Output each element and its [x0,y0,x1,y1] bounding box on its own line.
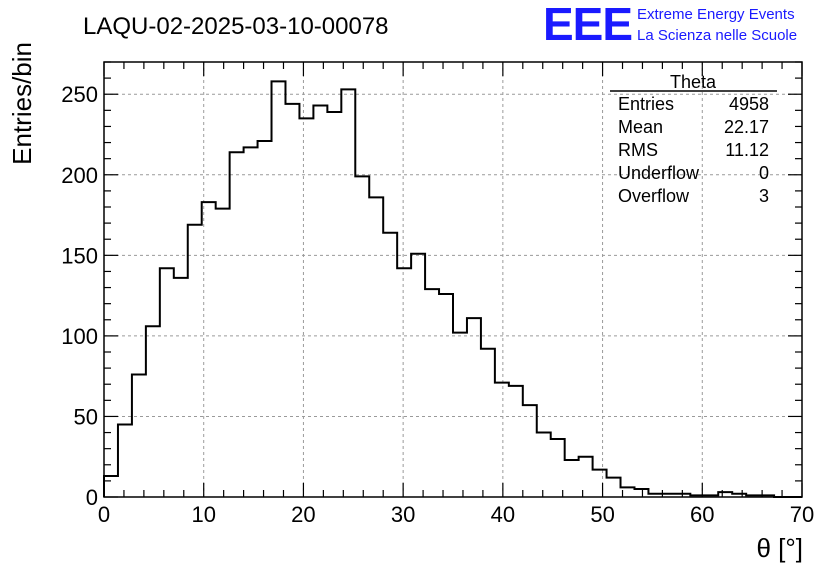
histogram-bin [425,289,439,497]
y-tick-label: 200 [61,163,98,188]
histogram-bin [397,268,411,497]
y-tick-label: 100 [61,324,98,349]
histogram-bin [467,318,481,497]
stats-box: Theta Entries 4958 Mean 22.17 RMS 11.12 Underf… [610,72,777,206]
x-tick-label: 60 [690,502,714,527]
stats-row-label: Mean [618,117,663,137]
stats-row-value: 0 [759,163,769,183]
y-tick-label: 150 [61,243,98,268]
histogram-bin [313,106,327,498]
stats-row-label: RMS [618,140,658,160]
histogram-bin [244,147,258,497]
y-tick-label: 0 [86,485,98,510]
histogram-bin [634,489,648,497]
histogram-bin [132,375,146,497]
histogram-bin [565,460,579,497]
stats-row-value: 3 [759,186,769,206]
chart-title: LAQU-02-2025-03-10-00078 [83,13,389,40]
histogram-bin [272,81,286,497]
stats-row-value: 4958 [729,94,769,114]
histogram-bin [174,278,188,497]
y-tick-label: 250 [61,82,98,107]
stats-row-value: 22.17 [724,117,769,137]
x-tick-label: 50 [590,502,614,527]
grid-lines [104,62,802,497]
histogram-bin [481,349,495,497]
eee-logo-line2: La Scienza nelle Scuole [637,27,797,44]
histogram-bin [383,233,397,497]
histogram-bin [285,104,299,497]
eee-logo-mark: EEE [543,0,632,50]
x-tick-label: 10 [191,502,215,527]
histogram-bin [258,141,272,497]
histogram-bin [593,470,607,497]
histogram-bin [607,478,621,497]
x-tick-label: 0 [98,502,110,527]
plot-area-border [103,61,803,498]
histogram-bin [411,254,425,497]
stats-row-value: 11.12 [725,140,769,160]
histogram-bin [355,176,369,497]
histogram-bin [202,202,216,497]
x-tick-label: 70 [790,502,814,527]
histogram-bin [537,433,551,497]
stats-rows: Entries 4958 Mean 22.17 RMS 11.12 Underflow 0 Ov… [618,94,769,206]
histogram-bin [369,197,383,497]
plot-frame [103,61,803,498]
x-tick-label: 30 [391,502,415,527]
x-tick-label: 40 [491,502,515,527]
histogram-bin [551,439,565,497]
stats-row-label: Underflow [618,163,700,183]
x-tick-label: 20 [291,502,315,527]
histogram-bin [160,268,174,497]
histogram-bin [453,333,467,497]
histogram-bin [118,425,132,498]
histogram-bin [216,209,230,497]
eee-logo-line1: Extreme Energy Events [637,6,795,23]
stats-box-title: Theta [670,72,717,92]
axis-ticks [103,61,803,498]
stats-row-label: Overflow [618,186,690,206]
x-axis-title: θ [°] [756,533,803,563]
histogram-bin [579,457,593,497]
histogram-bin [523,405,537,497]
histogram-bin [299,118,313,497]
y-axis-title: Entries/bin [7,42,37,165]
histogram-bin [188,225,202,497]
histogram-bin [341,89,355,497]
eee-logo: EEE Extreme Energy Events La Scienza nel… [543,0,797,50]
histogram-bin [146,326,160,497]
histogram-bin [327,112,341,497]
stats-row-label: Entries [618,94,674,114]
y-tick-label: 50 [74,404,98,429]
histogram-outline [103,80,802,498]
histogram-bin [509,386,523,497]
histogram-bin [495,383,509,497]
histogram-bin [104,476,118,497]
histogram-layer [103,80,802,498]
histogram-bin [230,152,244,497]
histogram-bin [439,294,453,497]
